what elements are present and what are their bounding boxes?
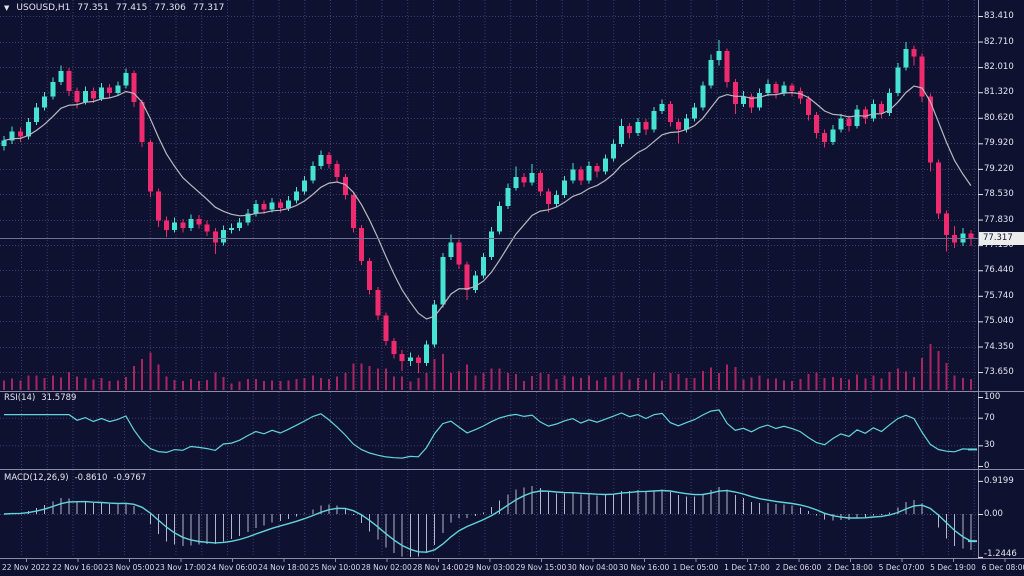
symbol-period-label: USOUSD,H1 bbox=[16, 3, 71, 13]
macd-indicator-label: MACD(12,26,9) -0.8610 -0.9767 bbox=[4, 473, 146, 483]
low-value: 77.306 bbox=[154, 3, 186, 13]
macd-signal-value: -0.9767 bbox=[113, 473, 147, 483]
candlestick-series bbox=[1, 40, 974, 374]
moving-average-line bbox=[3, 85, 972, 320]
last-value-ticks bbox=[968, 448, 977, 543]
axis-ticks bbox=[26, 16, 1006, 562]
rsi-line bbox=[4, 409, 971, 459]
collapse-arrow-icon[interactable]: ▼ bbox=[4, 4, 10, 12]
macd-main-value: -0.8610 bbox=[74, 473, 108, 483]
grid bbox=[0, 0, 978, 557]
symbol-ohlc-label: ▼ USOUSD,H1 77.351 77.415 77.306 77.317 bbox=[4, 3, 224, 13]
close-value: 77.317 bbox=[192, 3, 225, 13]
rsi-name: RSI(14) bbox=[4, 393, 36, 403]
macd-signal-line bbox=[3, 489, 972, 553]
volume-histogram bbox=[3, 344, 972, 390]
high-value: 77.415 bbox=[115, 3, 148, 13]
open-value: 77.351 bbox=[77, 3, 109, 13]
panel-separators bbox=[0, 0, 1024, 559]
current-price-tag: 77.317 bbox=[979, 232, 1024, 245]
macd-histogram bbox=[11, 485, 972, 557]
rsi-indicator-label: RSI(14) 31.5789 bbox=[4, 393, 76, 403]
rsi-current-value: 31.5789 bbox=[41, 393, 77, 403]
macd-name: MACD(12,26,9) bbox=[4, 473, 69, 483]
